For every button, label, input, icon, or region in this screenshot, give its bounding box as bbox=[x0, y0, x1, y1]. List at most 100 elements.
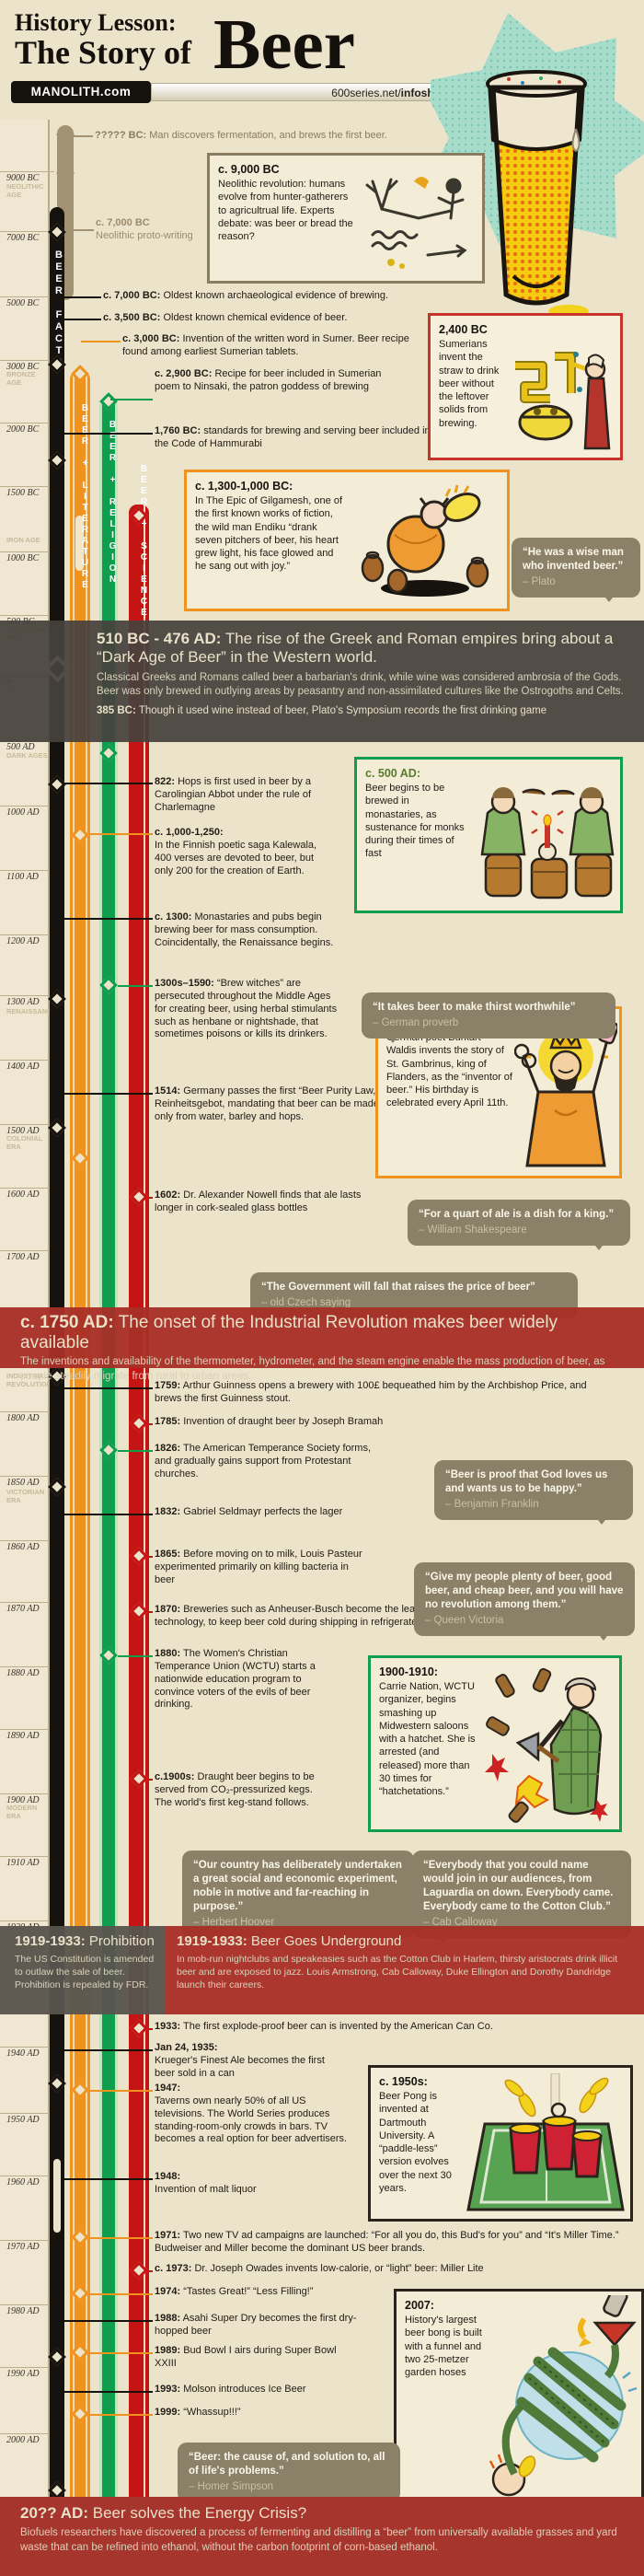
tick-label: 2000 BC bbox=[6, 424, 40, 435]
banner-title: Prohibition bbox=[88, 1933, 155, 1949]
timeline-event: 1880: The Women's Christian Temperance U… bbox=[155, 1648, 339, 1712]
event-text: “Whassup!!!” bbox=[183, 2407, 241, 2418]
event-connector bbox=[118, 1450, 153, 1452]
event-year: 1602: bbox=[155, 1189, 181, 1201]
tick-label: 7000 BC bbox=[6, 233, 40, 243]
page-title-line1: History Lesson: bbox=[15, 9, 177, 36]
event-connector bbox=[90, 2237, 153, 2239]
event-connector bbox=[64, 2178, 153, 2180]
beer-religion-bar-label: BEER + RELIGION bbox=[108, 419, 118, 586]
axis-tick: 1500 AD bbox=[0, 1124, 54, 1136]
era-label: VICTORIAN ERA bbox=[6, 1488, 45, 1504]
event-text: Monastaries and pubs begin brewing beer … bbox=[155, 911, 334, 948]
axis-tick: 1940 AD bbox=[0, 2047, 54, 2059]
quote-bubble: “Give my people plenty of beer, good bee… bbox=[414, 1562, 635, 1641]
event-connector bbox=[118, 985, 153, 987]
brand-logo: MANOLITH.com bbox=[11, 81, 151, 103]
beer-bong-illustration bbox=[489, 2295, 638, 2497]
event-connector bbox=[90, 2293, 153, 2295]
timeline-event: 1300s–1590: “Brew witches” are persecute… bbox=[155, 978, 343, 1041]
timeline-event: ????? BC: Man discovers fermentation, an… bbox=[95, 130, 490, 143]
event-year: 1826: bbox=[155, 1443, 181, 1454]
event-year: 1880: bbox=[155, 1648, 181, 1659]
event-text: Krueger's Finest Ale becomes the first b… bbox=[155, 2054, 325, 2079]
quote-bubble: “Our country has deliberately undertaken… bbox=[182, 1851, 414, 1943]
quote-text: “Everybody that you could name would joi… bbox=[423, 1860, 614, 1912]
box-text: Beer begins to be brewed in monastaries,… bbox=[365, 783, 465, 860]
box-text: Sumerians invent the straw to drink beer… bbox=[439, 339, 500, 429]
gilgamesh-box: c. 1,300-1,000 BC: In The Epic of Gilgam… bbox=[184, 470, 510, 611]
event-year: 1947: bbox=[155, 2083, 181, 2094]
tick-label: 1500 AD bbox=[6, 1126, 40, 1136]
page-title-beer: Beer bbox=[213, 5, 355, 84]
axis-tick: 1980 AD bbox=[0, 2304, 54, 2316]
quote-attribution: – German proverb bbox=[373, 1016, 459, 1028]
tick-label: 5000 BC bbox=[6, 298, 40, 308]
box-title: c. 1,300-1,000 BC: bbox=[195, 480, 293, 493]
event-text: Two new TV ad campaigns are launched: “F… bbox=[155, 2230, 619, 2254]
event-text: Dr. Alexander Nowell finds that ale last… bbox=[155, 1189, 362, 1213]
axis-tick: 1000 BC bbox=[0, 551, 54, 563]
event-text: Invention of the written word in Sumer. … bbox=[122, 333, 409, 357]
event-text: Molson introduces Ice Beer bbox=[183, 2384, 306, 2395]
event-text: Dr. Joseph Owades invents low-calorie, o… bbox=[194, 2263, 484, 2274]
beer-science-bar bbox=[129, 505, 149, 2534]
timeline-event: 1832: Gabriel Seldmayr perfects the lage… bbox=[155, 1506, 357, 1519]
banner-title: Beer solves the Energy Crisis? bbox=[92, 2504, 307, 2522]
event-year: 822: bbox=[155, 776, 176, 787]
tick-label: 1900 AD bbox=[6, 1795, 40, 1805]
dark-age-banner: 510 BC - 476 AD: The rise of the Greek a… bbox=[0, 621, 644, 742]
timeline-event: c. 2,900 BC: Recipe for beer included in… bbox=[155, 368, 403, 394]
future-banner: 20?? AD: Beer solves the Energy Crisis? … bbox=[0, 2497, 644, 2576]
box-text: Neolithic revolution: humans evolve from… bbox=[218, 179, 353, 243]
timeline-event: 1989: Bud Bowl I airs during Super Bowl … bbox=[155, 2345, 343, 2371]
tick-label: 1990 AD bbox=[6, 2369, 40, 2379]
timeline-event: c. 1973: Dr. Joseph Owades invents low-c… bbox=[155, 2263, 619, 2276]
event-text: Asahi Super Dry becomes the first dry-ho… bbox=[155, 2313, 357, 2337]
axis-tick: 2000 AD bbox=[0, 2433, 54, 2445]
event-connector bbox=[74, 135, 93, 137]
axis-tick: 1100 AD bbox=[0, 870, 54, 882]
era-label: RENAISSANCE bbox=[6, 1007, 57, 1015]
event-connector bbox=[64, 2391, 153, 2393]
axis-tick: 1600 AD bbox=[0, 1188, 54, 1200]
event-year: c. 1300: bbox=[155, 911, 192, 922]
infoshot-url: 600series.net/infoshot bbox=[151, 83, 478, 101]
event-text: Invention of malt liquor bbox=[155, 2183, 257, 2195]
box-title: 2,400 BC bbox=[439, 323, 488, 336]
event-year: c. 3,500 BC: bbox=[103, 312, 161, 323]
axis-tick: 1300 AD bbox=[0, 995, 54, 1007]
axis-tick: 1890 AD bbox=[0, 1729, 54, 1741]
timeline-event: c. 7,000 BC: Oldest known archaeological… bbox=[103, 290, 508, 303]
event-connector bbox=[147, 1779, 153, 1781]
event-connector bbox=[64, 296, 101, 298]
event-text: Oldest known chemical evidence of beer. bbox=[163, 312, 348, 323]
monks-illustration bbox=[480, 787, 615, 899]
banner-range: c. 1750 AD: bbox=[20, 1313, 114, 1332]
event-text: Taverns own nearly 50% of all US televis… bbox=[155, 2094, 348, 2145]
event-text: “Brew witches” are persecuted throughout… bbox=[155, 978, 338, 1040]
axis-tick: 3000 BC bbox=[0, 360, 54, 372]
event-connector bbox=[64, 229, 94, 231]
event-connector bbox=[64, 1387, 153, 1389]
axis-tick: 1880 AD bbox=[0, 1666, 54, 1678]
quote-attribution: – Cab Calloway bbox=[423, 1916, 498, 1928]
timeline-event: 1785: Invention of draught beer by Josep… bbox=[155, 1416, 495, 1429]
banner-body: Biofuels researchers have discovered a p… bbox=[20, 2527, 617, 2553]
axis-tick: 7000 BC bbox=[0, 231, 54, 243]
tick-label: 1200 AD bbox=[6, 936, 40, 946]
event-text: Gabriel Seldmayr perfects the lager bbox=[183, 1506, 343, 1517]
tick-label: 2000 AD bbox=[6, 2435, 40, 2445]
banner-range: 510 BC - 476 AD: bbox=[97, 630, 222, 647]
event-year: c. 3,000 BC: bbox=[122, 333, 180, 344]
era-label: NEOLITHIC AGE bbox=[6, 182, 44, 199]
box-text: Carrie Nation, WCTU organizer, begins sm… bbox=[379, 1681, 476, 1798]
tick-label: 500 AD bbox=[6, 742, 35, 752]
banner-body: In mob-run nightclubs and speakeasies su… bbox=[177, 1954, 618, 1991]
timeline-event: 1948: Invention of malt liquor bbox=[155, 2171, 352, 2197]
event-text: “Tastes Great!” “Less Filling!” bbox=[183, 2286, 314, 2297]
timeline-event: 1759: Arthur Guinness opens a brewery wi… bbox=[155, 1380, 596, 1406]
event-connector bbox=[90, 833, 153, 835]
event-connector bbox=[64, 918, 153, 920]
